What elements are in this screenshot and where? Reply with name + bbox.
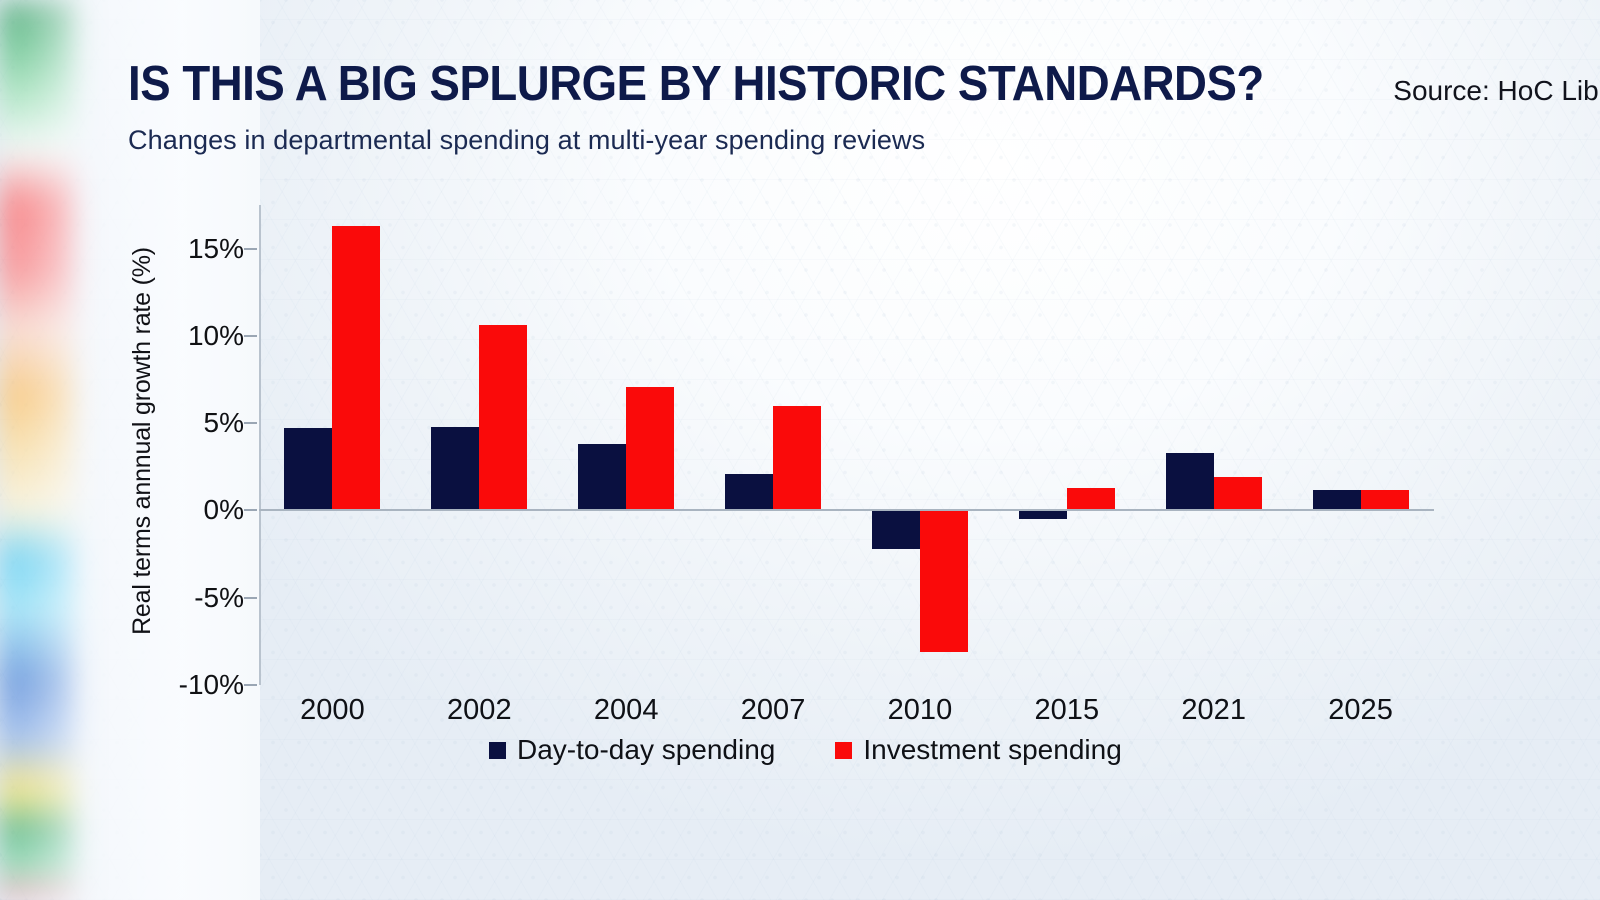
chart-header: IS THIS A BIG SPLURGE BY HISTORIC STANDA… xyxy=(128,57,1600,156)
y-axis-tick-label: 5% xyxy=(203,407,244,439)
bars-container xyxy=(259,205,1434,685)
x-axis-tick-label-2002: 2002 xyxy=(447,694,512,726)
y-axis-tick-label: 10% xyxy=(187,319,244,351)
bar-2015-investment[interactable] xyxy=(1066,487,1115,511)
y-axis-tick-marks xyxy=(244,0,257,900)
bar-2002-day-to-day[interactable] xyxy=(431,426,480,511)
source-label: Source: HoC Library xyxy=(1393,75,1600,106)
legend-swatch-icon xyxy=(835,741,853,759)
x-axis-tick-label-2007: 2007 xyxy=(740,694,806,726)
bar-2015-day-to-day[interactable] xyxy=(1018,510,1067,520)
legend-item-investment[interactable]: Investment spending xyxy=(835,734,1122,766)
y-axis-tick-mark xyxy=(244,684,257,686)
x-axis-tick-label-2025: 2025 xyxy=(1328,694,1393,726)
bar-2000-investment[interactable] xyxy=(332,225,381,511)
rainbow-edge-fade xyxy=(0,0,260,900)
bar-2002-investment[interactable] xyxy=(479,325,528,511)
bar-2025-investment[interactable] xyxy=(1360,489,1409,511)
bar-2004-investment[interactable] xyxy=(626,386,675,511)
x-axis-tick-label-2000: 2000 xyxy=(300,694,365,726)
x-axis-tick-label-2010: 2010 xyxy=(887,694,953,726)
y-axis-line xyxy=(259,205,261,685)
legend-swatch-icon xyxy=(489,741,506,759)
legend-label: Day-to-day spending xyxy=(517,734,776,765)
bar-2004-day-to-day[interactable] xyxy=(578,444,627,511)
y-axis-tick-label: -5% xyxy=(194,581,244,613)
bar-2010-investment[interactable] xyxy=(919,510,968,652)
bar-2007-day-to-day[interactable] xyxy=(725,473,774,511)
bar-2007-investment[interactable] xyxy=(773,405,822,511)
y-axis-tick-label: -10% xyxy=(178,669,244,700)
x-axis-tick-label-2015: 2015 xyxy=(1034,694,1100,726)
legend-item-day_to_day[interactable]: Day-to-day spending xyxy=(489,734,775,766)
y-axis-tick-mark xyxy=(244,422,257,425)
page-title: IS THIS A BIG SPLURGE BY HISTORIC STANDA… xyxy=(128,57,1264,111)
bar-2010-day-to-day[interactable] xyxy=(871,510,920,549)
bar-2021-day-to-day[interactable] xyxy=(1165,452,1214,511)
y-axis-tick-mark xyxy=(244,334,257,337)
zero-baseline xyxy=(259,509,1434,512)
chart-legend: Day-to-day spending Investment spending xyxy=(489,734,1122,766)
legend-label: Investment spending xyxy=(863,734,1122,765)
y-axis-tick-labels: 15% 10% 5% 0% -5% -10% xyxy=(152,0,244,900)
bar-2025-day-to-day[interactable] xyxy=(1312,489,1361,511)
x-axis-tick-label-2021: 2021 xyxy=(1181,694,1246,726)
y-axis-tick-label: 15% xyxy=(187,232,244,264)
y-axis-tick-mark xyxy=(244,509,257,512)
y-axis-tick-label: 0% xyxy=(203,494,244,526)
y-axis-tick-mark xyxy=(244,596,257,599)
bar-2000-day-to-day[interactable] xyxy=(284,428,333,511)
bar-2021-investment[interactable] xyxy=(1213,477,1262,511)
title-row: IS THIS A BIG SPLURGE BY HISTORIC STANDA… xyxy=(128,57,1600,111)
x-axis-tick-label-2004: 2004 xyxy=(593,694,659,726)
y-axis-tick-mark xyxy=(244,247,257,250)
chart-subtitle: Changes in departmental spending at mult… xyxy=(128,125,926,155)
